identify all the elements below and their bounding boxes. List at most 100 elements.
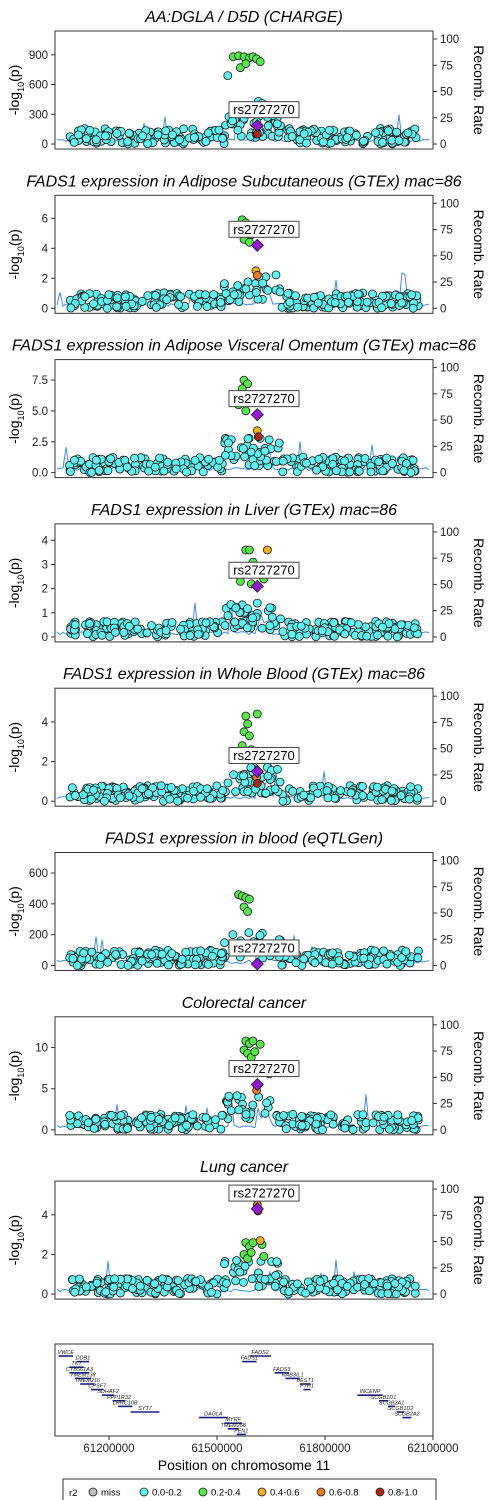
snp-point: [207, 1287, 216, 1297]
snp-point: [85, 619, 94, 628]
snp-point: [66, 467, 75, 477]
snp-point: [202, 784, 212, 794]
snp-point: [223, 438, 233, 448]
y-tick-label: 900: [29, 50, 48, 62]
legend-swatch: [139, 1487, 149, 1497]
snp-point: [390, 1279, 400, 1288]
snp-point: [192, 1121, 202, 1131]
snp-point: [360, 1280, 370, 1289]
lead-snp-marker: [250, 1078, 264, 1092]
snp-point: [397, 298, 407, 308]
snp-point: [368, 289, 377, 299]
snp-point: [264, 435, 274, 445]
snp-point: [241, 284, 251, 294]
snp-point: [387, 459, 397, 468]
snp-point: [196, 946, 206, 956]
snp-point: [383, 631, 393, 641]
snp-point: [394, 136, 404, 146]
snp-point: [168, 130, 177, 140]
snp-point: [85, 125, 95, 135]
snp-point: [212, 781, 222, 791]
gene-label: CYB561A3: [66, 1367, 94, 1373]
snp-point: [202, 302, 212, 312]
snp-point: [151, 302, 161, 312]
legend-label: 0.2-0.4: [211, 1488, 241, 1499]
snp-point: [219, 1259, 229, 1269]
snp-points: [66, 215, 423, 313]
snp-point: [144, 789, 153, 798]
gene-label: SCGB2A2: [394, 1412, 419, 1418]
lead-snp-label: rs2727270: [233, 1061, 294, 1076]
lead-snp-label: rs2727270: [233, 222, 294, 237]
snp-point-ld: [246, 1248, 256, 1257]
snp-point: [340, 1123, 350, 1133]
snp-point: [100, 796, 109, 806]
panel-title: Colorectal cancer: [182, 995, 307, 1012]
snp-point: [183, 793, 192, 803]
snp-point: [329, 1278, 339, 1288]
snp-point: [275, 777, 285, 787]
snp-point: [287, 132, 297, 141]
snp-point: [72, 961, 82, 970]
snp-point: [65, 1111, 75, 1120]
snp-point: [311, 1119, 321, 1129]
snp-point: [248, 613, 257, 623]
gene-label: SYT7: [138, 1406, 153, 1412]
snp-point: [387, 135, 397, 145]
y2-tick-label: 0: [440, 1125, 446, 1137]
snp-point: [81, 1282, 91, 1292]
snp-point: [232, 1091, 242, 1101]
y2-tick-label: 100: [440, 363, 459, 375]
snp-point: [379, 946, 388, 956]
snp-point: [263, 121, 273, 131]
snp-point: [238, 1278, 248, 1287]
snp-point: [240, 1261, 250, 1271]
snp-point: [201, 618, 211, 628]
snp-point: [396, 620, 406, 630]
snp-point: [318, 137, 328, 147]
snp-point: [383, 126, 393, 136]
snp-point: [344, 297, 353, 307]
panel-title: FADS1 expression in Liver (GTEx) mac=86: [91, 502, 397, 519]
snp-point: [358, 1110, 368, 1119]
snp-points: [67, 1200, 420, 1299]
snp-point: [182, 467, 191, 477]
snp-point: [274, 438, 284, 448]
snp-point: [313, 788, 323, 798]
snp-point: [345, 467, 355, 477]
snp-point: [314, 454, 324, 464]
snp-point: [297, 1112, 307, 1121]
y2-tick-label: 0: [440, 796, 446, 808]
snp-point: [156, 781, 166, 791]
legend-frame: [62, 1478, 437, 1500]
snp-point: [310, 958, 320, 968]
snp-point: [292, 1279, 302, 1289]
snp-point: [353, 620, 363, 629]
snp-point-ld: [253, 432, 263, 442]
snp-point: [121, 301, 131, 311]
snp-point: [374, 457, 384, 467]
gene-label: BEST1: [296, 1378, 313, 1384]
snp-point: [287, 629, 297, 639]
y2-tick-label: 0: [440, 303, 446, 315]
recomb-rate-label: Recomb. Rate: [471, 45, 487, 135]
snp-point: [294, 632, 304, 641]
snp-point: [123, 961, 133, 970]
snp-point: [279, 1111, 289, 1120]
snp-point: [329, 631, 339, 641]
y-tick-label: 2: [42, 1249, 48, 1261]
snp-point: [377, 137, 387, 147]
lead-snp-label-box: [228, 939, 300, 957]
y2-tick-label: 50: [440, 1237, 453, 1249]
y-tick-label: 4: [42, 535, 49, 547]
y2-tick-label: 25: [440, 1099, 453, 1111]
legend-swatch: [316, 1487, 326, 1497]
snp-point: [410, 1288, 420, 1298]
snp-point: [332, 1285, 342, 1295]
y2-tick-label: 75: [440, 225, 453, 237]
snp-point: [91, 455, 101, 465]
snp-point-ld: [244, 545, 254, 555]
snp-points: [65, 1036, 423, 1135]
snp-point: [143, 139, 153, 149]
snp-point: [177, 954, 187, 964]
